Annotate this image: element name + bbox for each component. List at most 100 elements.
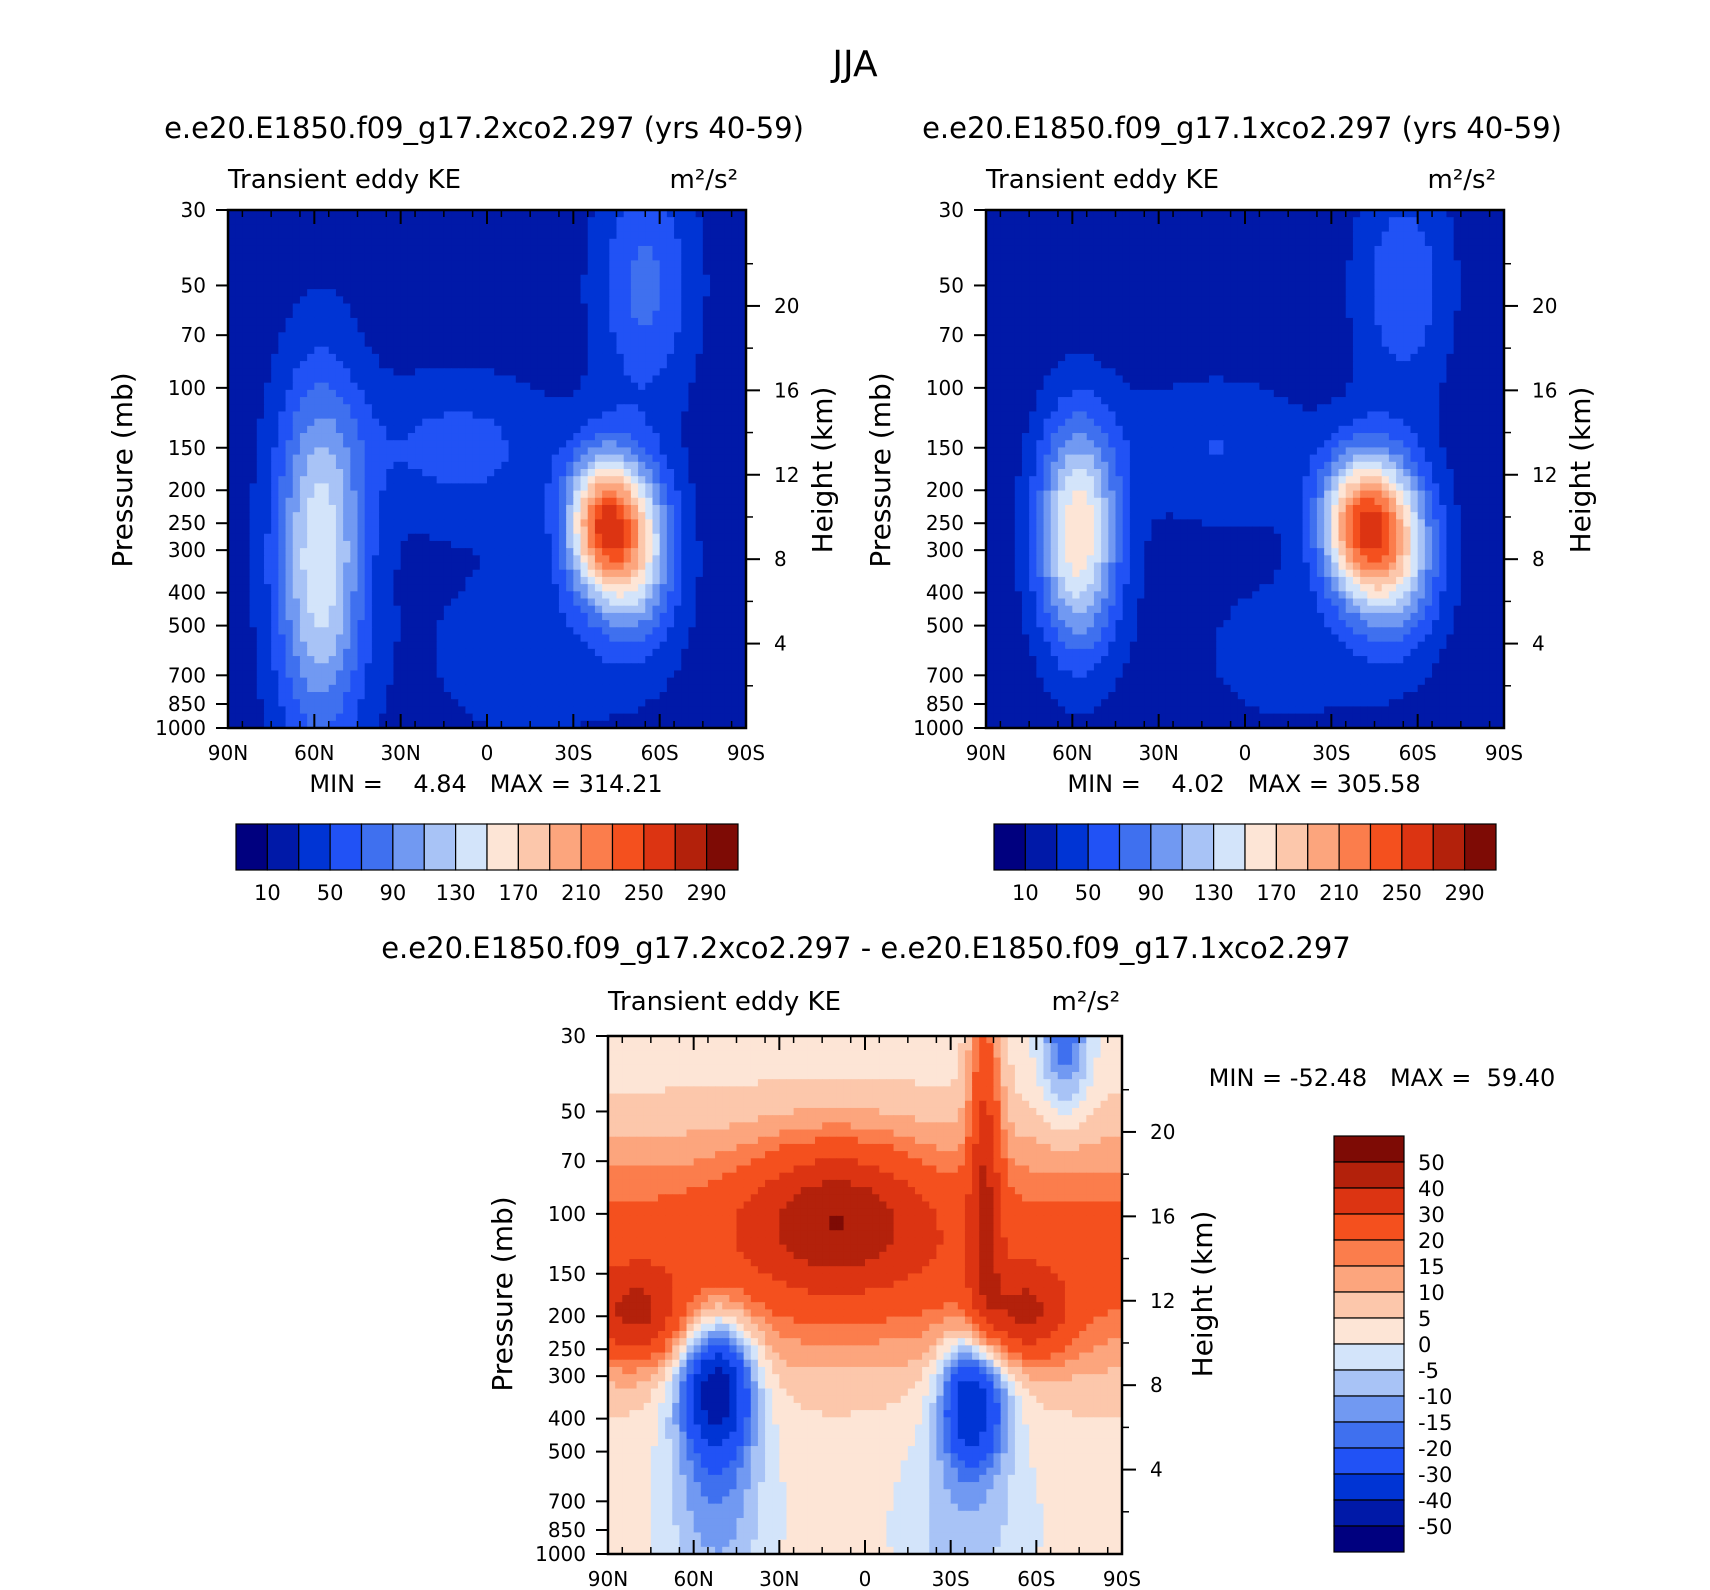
field-cell	[249, 699, 258, 708]
field-cell	[458, 555, 467, 564]
field-cell	[724, 476, 733, 484]
field-cell	[422, 346, 431, 355]
field-cell	[415, 469, 423, 477]
field-cell	[386, 440, 395, 449]
field-cell	[328, 368, 337, 377]
field-cell	[299, 447, 308, 456]
field-cell	[674, 425, 682, 434]
field-cell	[645, 317, 654, 326]
field-cell	[566, 231, 574, 240]
field-cell	[623, 253, 632, 261]
field-cell	[400, 332, 409, 341]
field-cell	[630, 447, 639, 456]
field-cell	[307, 569, 315, 578]
field-cell	[436, 210, 445, 218]
field-cell	[609, 389, 618, 398]
field-cell	[436, 461, 445, 470]
field-cell	[695, 296, 704, 305]
field-cell	[228, 389, 236, 398]
field-cell	[256, 289, 265, 297]
field-cell	[335, 490, 344, 499]
field-cell	[271, 692, 279, 700]
field-cell	[249, 253, 258, 261]
field-cell	[379, 490, 387, 499]
field-cell	[652, 210, 661, 218]
field-cell	[738, 404, 747, 413]
field-cell	[314, 303, 323, 312]
field-cell	[695, 368, 704, 377]
field-cell	[710, 677, 718, 686]
field-cell	[530, 699, 538, 708]
field-cell	[717, 289, 726, 297]
field-cell	[659, 461, 668, 470]
field-cell	[343, 533, 351, 542]
field-cell	[630, 526, 639, 535]
field-cell	[314, 699, 323, 708]
field-cell	[609, 210, 618, 218]
field-cell	[472, 497, 481, 506]
field-cell	[472, 692, 481, 700]
field-cell	[515, 346, 524, 355]
field-cell	[335, 404, 344, 413]
field-cell	[530, 548, 538, 556]
field-cell	[710, 461, 718, 470]
field-cell	[501, 519, 510, 528]
field-cell	[472, 562, 481, 571]
field-cell	[386, 461, 395, 470]
field-cell	[307, 368, 315, 377]
field-cell	[594, 339, 603, 348]
field-cell	[580, 512, 589, 520]
field-cell	[256, 512, 265, 520]
field-cell	[717, 440, 726, 449]
field-cell	[263, 540, 272, 549]
field-cell	[436, 375, 445, 384]
field-cell	[702, 317, 711, 326]
field-cell	[350, 317, 359, 326]
field-cell	[328, 447, 337, 456]
field-cell	[407, 526, 416, 535]
field-cell	[321, 339, 330, 348]
field-cell	[256, 267, 265, 276]
field-cell	[271, 605, 279, 614]
field-cell	[415, 670, 423, 679]
field-cell	[487, 490, 495, 499]
field-cell	[307, 361, 315, 369]
field-cell	[566, 339, 574, 348]
field-cell	[379, 368, 387, 377]
field-cell	[393, 267, 402, 276]
field-cell	[436, 555, 445, 564]
field-cell	[681, 670, 690, 679]
field-cell	[724, 296, 733, 305]
field-cell	[652, 576, 661, 585]
field-cell	[522, 296, 531, 305]
field-cell	[321, 281, 330, 290]
field-cell	[724, 591, 733, 600]
field-cell	[314, 253, 323, 261]
field-cell	[371, 684, 380, 693]
field-cell	[415, 238, 423, 247]
field-cell	[681, 397, 690, 405]
field-cell	[501, 526, 510, 535]
field-cell	[364, 555, 373, 564]
field-cell	[501, 648, 510, 657]
field-cell	[335, 325, 344, 333]
field-cell	[458, 461, 467, 470]
field-cell	[508, 332, 517, 341]
field-cell	[530, 433, 538, 441]
field-cell	[235, 476, 243, 484]
field-cell	[256, 210, 265, 218]
field-cell	[738, 620, 747, 628]
field-cell	[623, 598, 632, 607]
field-cell	[580, 346, 589, 355]
field-cell	[335, 296, 344, 305]
field-cell	[393, 433, 402, 441]
field-cell	[717, 303, 726, 312]
field-cell	[443, 332, 452, 341]
field-cell	[422, 274, 431, 283]
field-cell	[278, 476, 287, 484]
field-cell	[674, 540, 682, 549]
field-cell	[645, 469, 654, 477]
field-cell	[256, 253, 265, 261]
field-cell	[443, 303, 452, 312]
field-cell	[228, 540, 236, 549]
